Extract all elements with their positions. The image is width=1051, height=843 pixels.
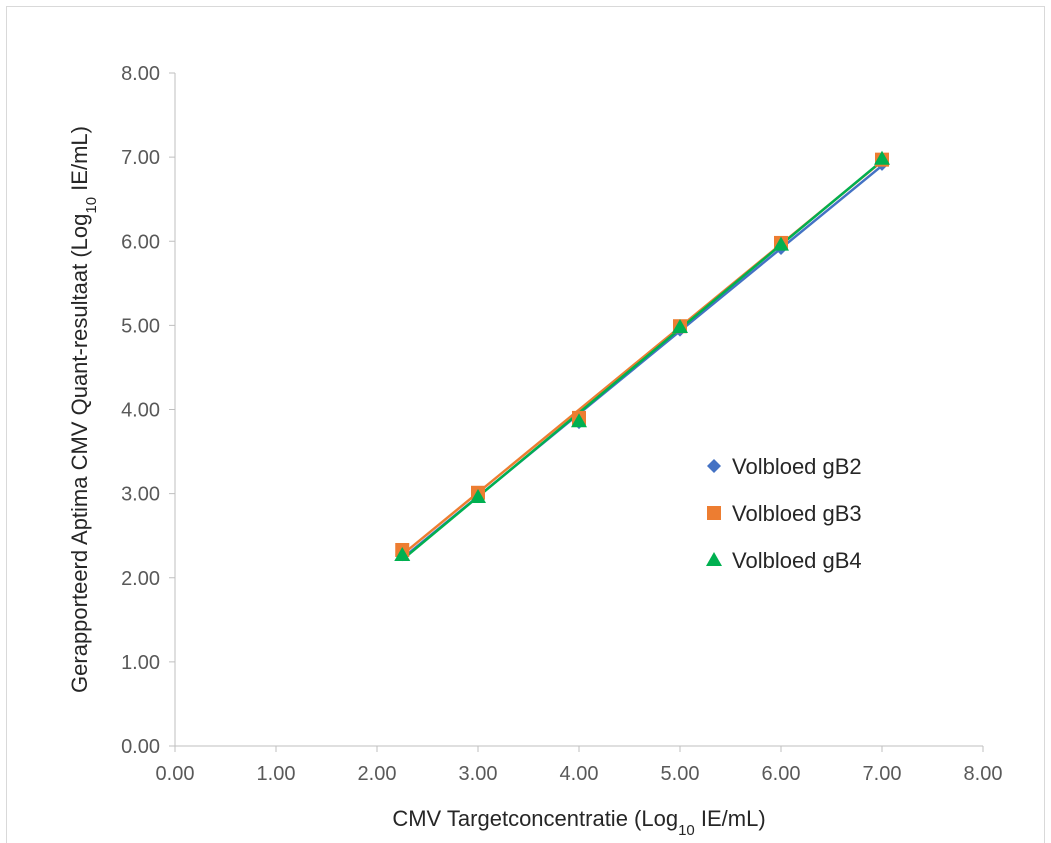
legend-label: Volbloed gB3 [732, 501, 862, 526]
y-tick-label: 2.00 [121, 568, 160, 590]
y-axis-title: Gerapporteerd Aptima CMV Quant-resultaat… [67, 126, 100, 693]
data-point [394, 547, 411, 562]
y-tick-label: 6.00 [121, 231, 160, 253]
legend-marker [707, 506, 721, 520]
y-tick-label: 1.00 [121, 652, 160, 674]
data-points [394, 150, 890, 562]
data-point [773, 236, 789, 251]
data-point [470, 488, 486, 503]
y-tick-label: 3.00 [121, 484, 160, 506]
data-point [571, 413, 587, 428]
legend-marker [707, 459, 721, 473]
x-tick-label: 0.00 [156, 763, 195, 785]
y-tick-label: 4.00 [121, 400, 160, 422]
legend-label: Volbloed gB4 [732, 548, 862, 573]
y-tick-label: 8.00 [121, 63, 160, 85]
x-tick-label: 4.00 [560, 763, 599, 785]
x-tick-label: 7.00 [863, 763, 902, 785]
x-tick-label: 5.00 [661, 763, 700, 785]
data-point [874, 150, 890, 165]
axes: 0.00 1.00 2.00 3.00 4.00 5.00 6.00 7.00 8.00 0.00… [121, 63, 1002, 785]
y-tick-label: 5.00 [121, 315, 160, 337]
x-tick-label: 2.00 [358, 763, 397, 785]
x-tick-label: 3.00 [459, 763, 498, 785]
x-tick-label: 8.00 [964, 763, 1003, 785]
x-axis-title: CMV Targetconcentratie (Log10 IE/mL) [392, 806, 765, 839]
x-tick-label: 1.00 [257, 763, 296, 785]
legend: Volbloed gB2 Volbloed gB3 Volbloed gB4 [706, 454, 862, 573]
y-tick-label: 0.00 [121, 736, 160, 758]
legend-marker [706, 552, 722, 566]
x-tick-label: 6.00 [762, 763, 801, 785]
data-point [672, 319, 688, 334]
y-tick-label: 7.00 [121, 147, 160, 169]
chart-frame [6, 6, 1045, 843]
legend-label: Volbloed gB2 [732, 454, 862, 479]
